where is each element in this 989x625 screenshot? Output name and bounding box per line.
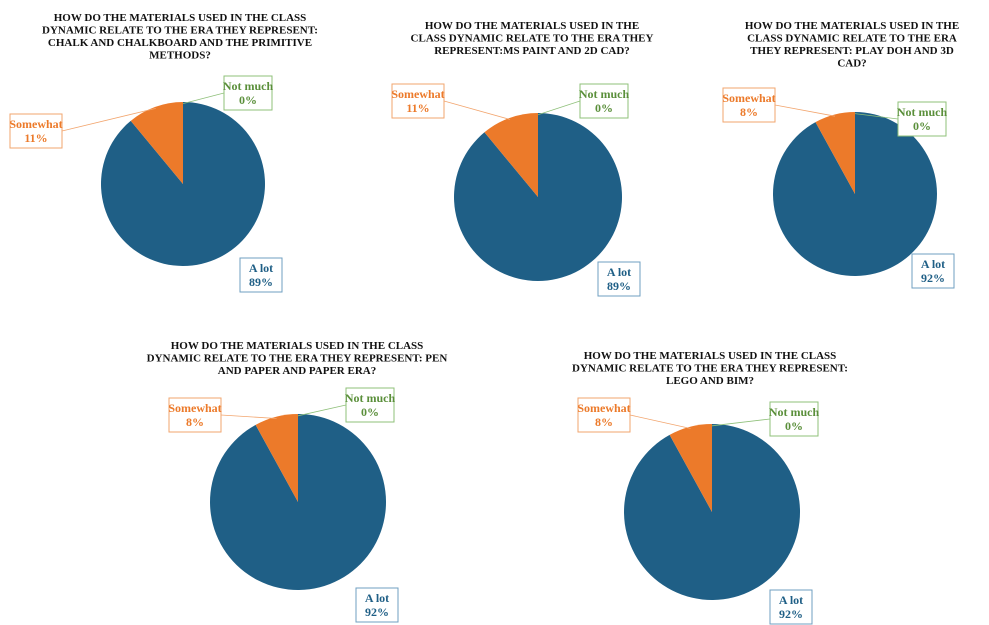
chart-title-line: THEY REPRESENT: PLAY DOH AND 3D [750,45,954,57]
callout-leader [537,100,581,116]
chart-title-line: HOW DO THE MATERIALS USED IN THE CLASS [171,340,424,352]
slice-value-label: 92% [921,271,945,285]
chart-title-line: LEGO AND BIM? [666,375,754,387]
chart-title-line: CLASS DYNAMIC RELATE TO THE ERA THEY [411,33,654,45]
slice-value-label: 11% [24,131,47,145]
callout-box [9,113,63,149]
chart-title-line: HOW DO THE MATERIALS USED IN THE [425,20,639,32]
callout-leader [443,100,511,120]
slice-category-label: Not much [897,105,948,119]
chart-title: HOW DO THE MATERIALS USED IN THE CLASS DY… [42,12,318,62]
pie-slice-somewhat [815,112,855,194]
pie-chart-3: HOW DO THE MATERIALS USED IN THE CLASS DY… [722,20,959,289]
slice-value-label: 0% [913,119,931,133]
callout-leader [854,113,899,120]
pie-chart-2: HOW DO THE MATERIALS USED IN THE CLASS DY… [391,20,654,297]
slice-value-label: 8% [595,415,613,429]
slice-value-label: 92% [779,607,803,621]
callout-leader [297,404,347,417]
slice-value-label: 0% [239,93,257,107]
callout-leader [711,418,771,427]
chart-title: HOW DO THE MATERIALS USED IN THE CLASS DY… [572,350,848,387]
pie-slice-a-lot [624,424,801,600]
slice-value-label: 8% [740,105,758,119]
chart-title: HOW DO THE MATERIALS USED IN THE CLASS DY… [411,20,654,57]
callout-leader [774,104,836,117]
callout-box [769,589,813,625]
pie-slice-a-lot [210,414,387,590]
pie-slice-somewhat [130,102,183,184]
pie-chart-1: HOW DO THE MATERIALS USED IN THE CLASS DY… [9,12,318,293]
slice-category-label: A lot [365,591,389,605]
slice-category-label: Not much [345,391,396,405]
chart-title-line: DYNAMIC RELATE TO THE ERA THEY REPRESENT… [572,363,848,375]
chart-title-line: REPRESENT:MS PAINT AND 2D CAD? [434,45,630,57]
callout-box [345,387,395,423]
callout-box [579,83,629,119]
chart-title-line: HOW DO THE MATERIALS USED IN THE [745,20,959,32]
callout-leader [629,414,691,429]
slice-category-label: A lot [607,265,631,279]
slice-value-label: 8% [186,415,204,429]
chart-title: HOW DO THE MATERIALS USED IN THE CLASS DY… [147,340,448,377]
slice-category-label: Somewhat [168,401,221,415]
slice-value-label: 0% [785,419,803,433]
chart-title-line: CLASS DYNAMIC RELATE TO THE ERA [747,33,957,45]
pie-slice-a-lot [101,102,266,266]
chart-title-line: METHODS? [149,50,211,62]
pie-slice-somewhat [669,424,712,512]
callout-leader [220,414,277,419]
chart-title-line: HOW DO THE MATERIALS USED IN THE CLASS [54,12,307,24]
callout-box [391,83,445,119]
pie-slice-somewhat [255,414,298,502]
slice-category-label: Not much [223,79,274,93]
slice-category-label: Not much [579,87,630,101]
chart-title-line: AND PAPER AND PAPER ERA? [218,365,376,377]
callout-box [239,257,283,293]
slice-category-label: Somewhat [391,87,444,101]
pie-chart-4: HOW DO THE MATERIALS USED IN THE CLASS DY… [147,340,448,623]
slice-category-label: Somewhat [577,401,630,415]
callout-leader [182,92,225,104]
callout-box [722,87,776,123]
pie-slice-a-lot [772,112,937,276]
slice-category-label: A lot [921,257,945,271]
slice-category-label: Somewhat [9,117,62,131]
chart-title-line: CAD? [837,58,866,70]
chart-title-line: HOW DO THE MATERIALS USED IN THE CLASS [584,350,837,362]
callout-leader [61,108,156,132]
slice-value-label: 89% [607,279,631,293]
slice-value-label: 0% [361,405,379,419]
chart-title-line: CHALK AND CHALKBOARD AND THE PRIMITIVE [48,37,312,49]
slice-value-label: 89% [249,275,273,289]
callout-box [769,401,819,437]
pie-chart-5: HOW DO THE MATERIALS USED IN THE CLASS DY… [572,350,848,625]
slice-value-label: 0% [595,101,613,115]
slice-value-label: 11% [406,101,429,115]
chart-title-line: DYNAMIC RELATE TO THE ERA THEY REPRESENT… [42,25,318,37]
chart-title-line: DYNAMIC RELATE TO THE ERA THEY REPRESENT… [147,353,448,365]
callout-box [911,253,955,289]
callout-box [355,587,399,623]
slice-category-label: A lot [249,261,273,275]
callout-box [577,397,631,433]
slice-value-label: 92% [365,605,389,619]
callout-box [597,261,641,297]
slice-category-label: A lot [779,593,803,607]
slice-category-label: Somewhat [722,91,775,105]
callout-box [897,101,947,137]
slice-category-label: Not much [769,405,820,419]
callout-box [168,397,222,433]
chart-title: HOW DO THE MATERIALS USED IN THE CLASS DY… [745,20,959,70]
pie-slice-a-lot [454,113,623,281]
callout-box [223,75,273,111]
pie-slice-somewhat [484,113,538,197]
